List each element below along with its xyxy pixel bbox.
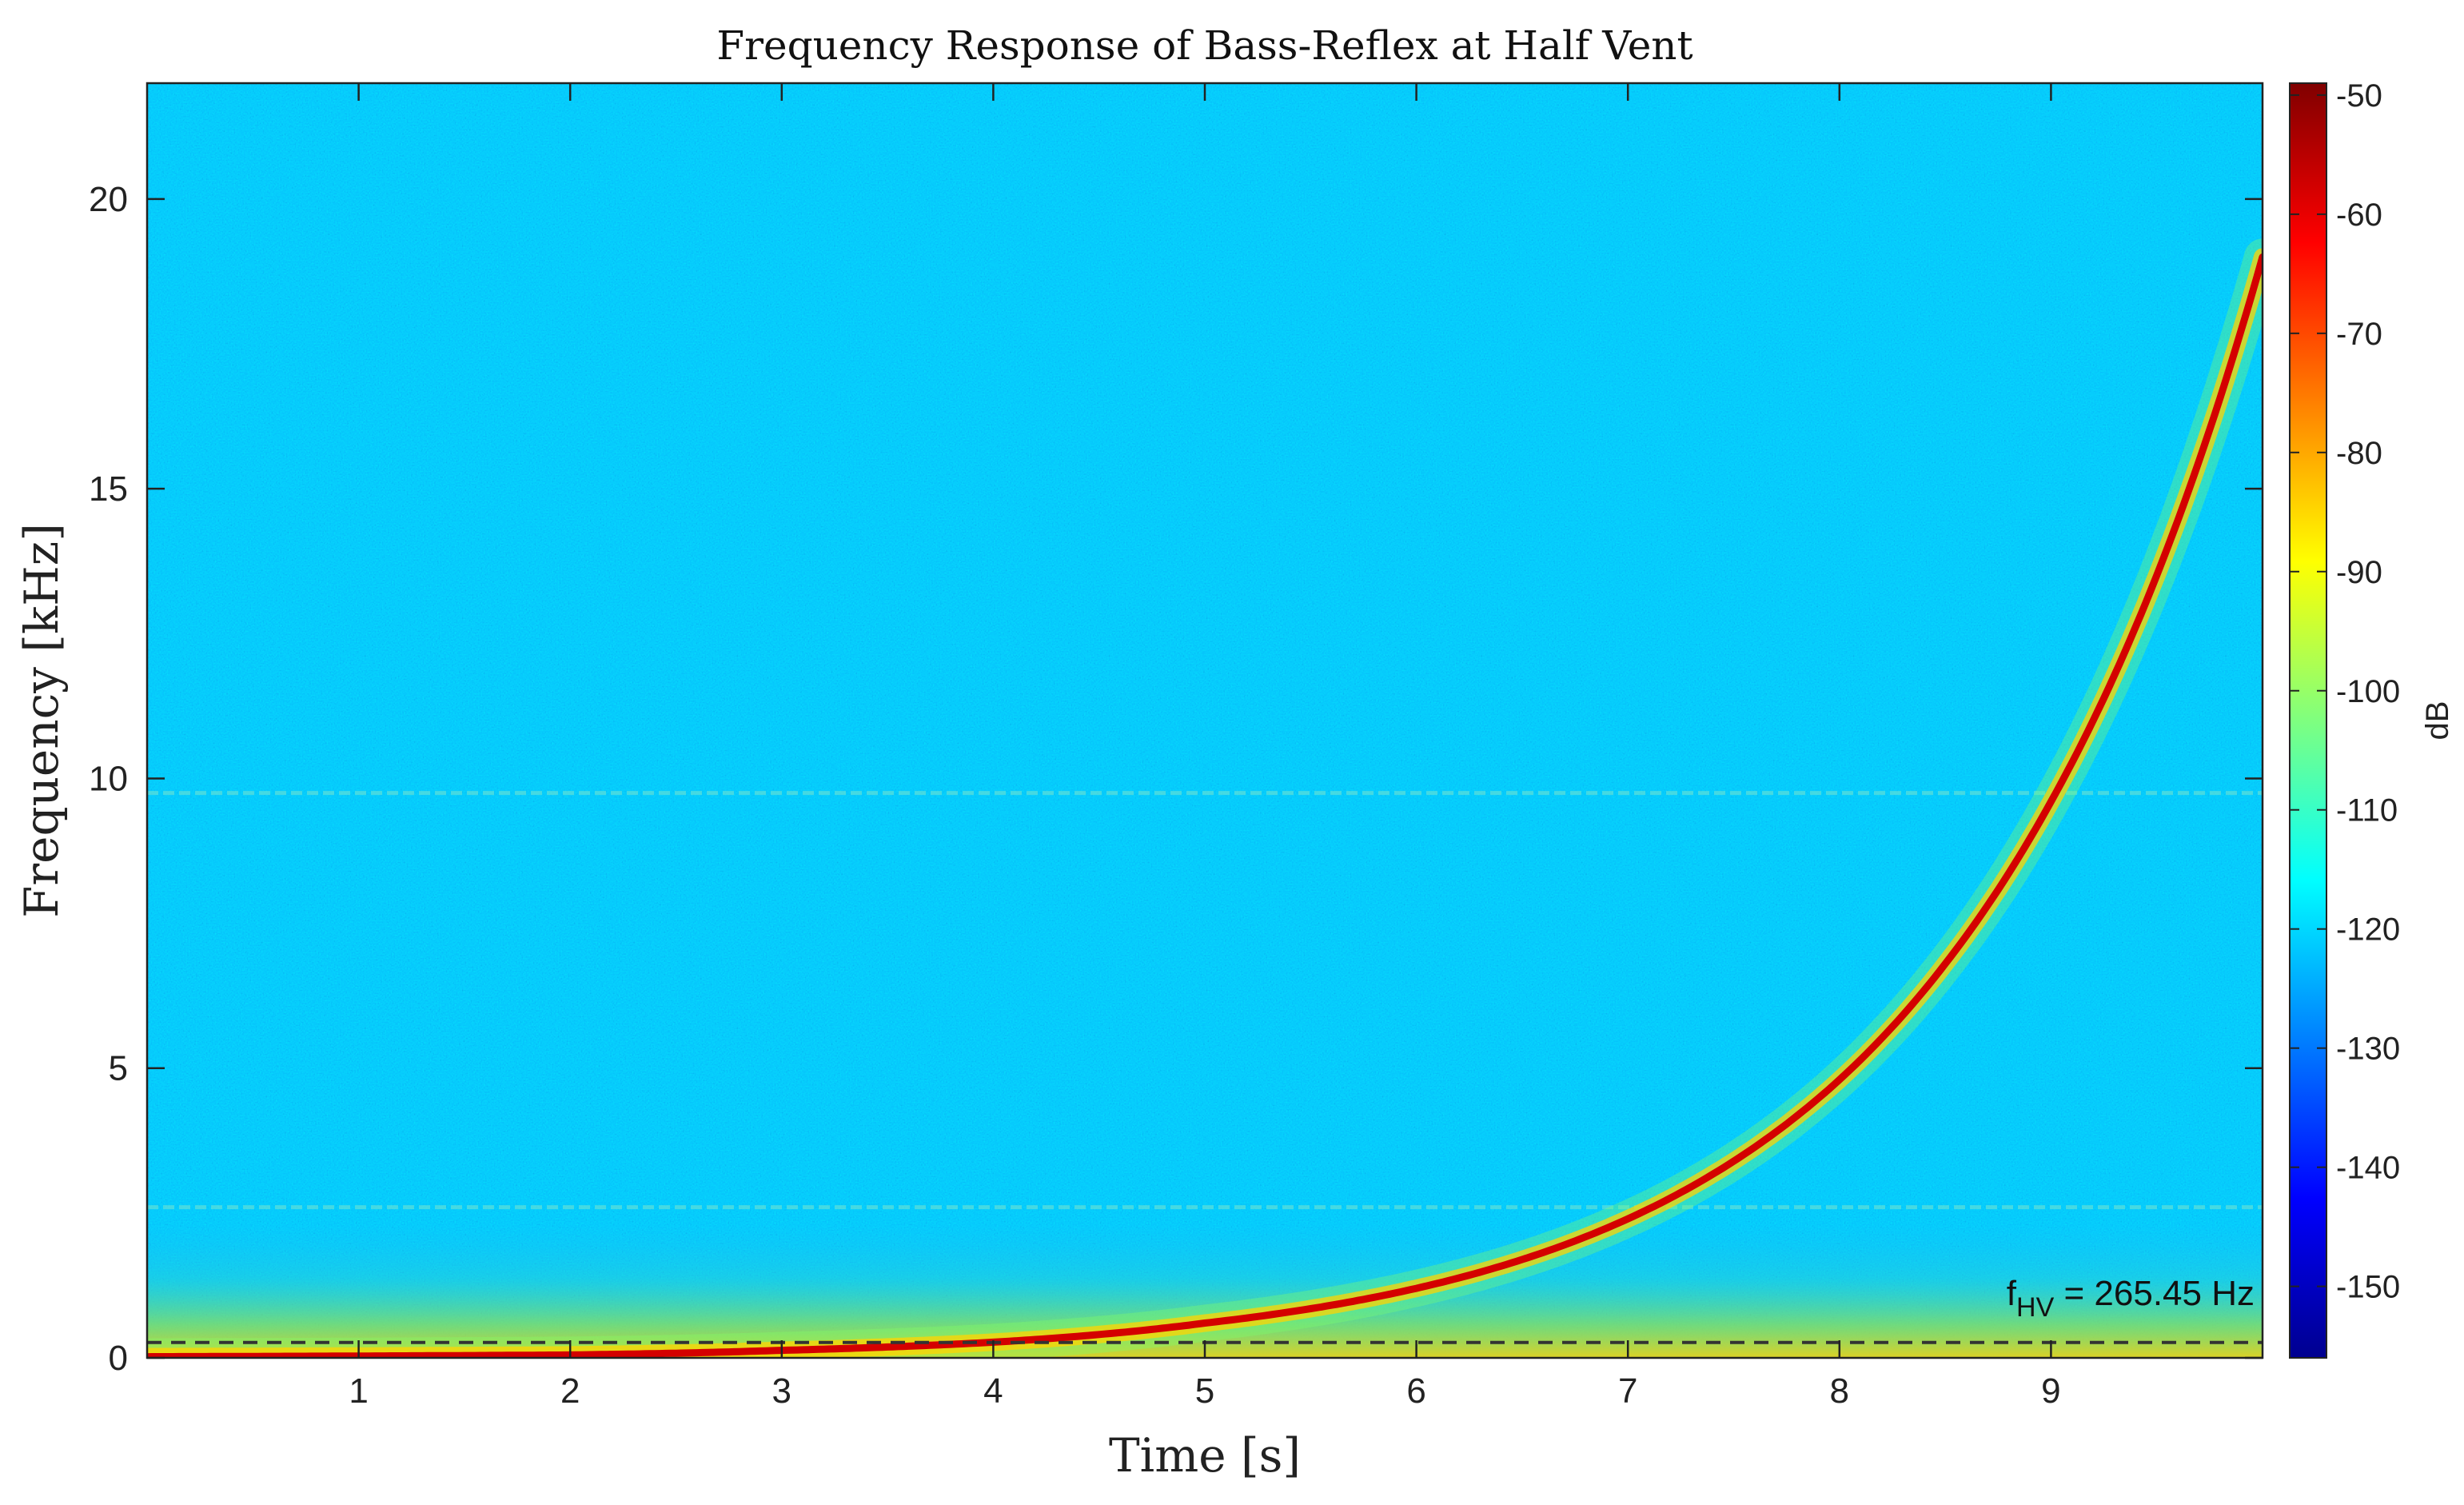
colorbar-tick-label: -110 <box>2336 793 2398 828</box>
colorbar-tick-label: -60 <box>2336 198 2382 233</box>
fhv-annotation: fHV = 265.45 Hz <box>2007 1274 2255 1323</box>
colorbar-tick-label: -80 <box>2336 436 2382 471</box>
x-axis-ticks: 1 2 3 4 5 6 7 8 9 <box>349 83 2061 1411</box>
chart-title: Frequency Response of Bass-Reflex at Hal… <box>716 22 1693 69</box>
colorbar-tick-label: -90 <box>2336 555 2382 590</box>
plot-area <box>147 83 2263 1358</box>
y-tick-label: 20 <box>89 180 128 219</box>
x-tick-label: 8 <box>1830 1371 1849 1411</box>
sweep-layer <box>147 238 2263 1358</box>
colorbar-tick-label: -100 <box>2336 674 2400 709</box>
x-tick-label: 5 <box>1195 1371 1214 1411</box>
y-tick-label: 5 <box>109 1049 128 1088</box>
y-tick-label: 15 <box>89 469 128 509</box>
x-tick-label: 2 <box>560 1371 580 1411</box>
y-tick-label: 0 <box>109 1339 128 1378</box>
colorbar-tick-label: -70 <box>2336 317 2382 352</box>
x-tick-label: 6 <box>1406 1371 1425 1411</box>
colorbar-ticks: -50 -60 -70 -80 -90 -100 -110 -120 -130 -140 -150 <box>2290 78 2400 1305</box>
x-tick-label: 4 <box>983 1371 1003 1411</box>
colorbar-tick-label: -150 <box>2336 1270 2400 1305</box>
x-tick-label: 1 <box>349 1371 368 1411</box>
colorbar-tick-label: -140 <box>2336 1151 2400 1186</box>
y-axis-ticks: 0 5 10 15 20 <box>89 180 2263 1378</box>
harmonic-lines <box>147 791 2263 1210</box>
colorbar <box>2289 82 2327 1359</box>
fhv-value: = 265.45 Hz <box>2054 1274 2255 1313</box>
x-tick-label: 9 <box>2041 1371 2060 1411</box>
x-axis-label: Time [s] <box>1109 1428 1301 1483</box>
fhv-symbol: f <box>2007 1274 2017 1313</box>
x-tick-label: 3 <box>772 1371 791 1411</box>
y-axis-label: Frequency [kHz] <box>14 523 69 918</box>
fhv-subscript: HV <box>2016 1292 2055 1323</box>
x-tick-label: 7 <box>1618 1371 1637 1411</box>
y-tick-label: 10 <box>89 759 128 798</box>
sweep-curve <box>147 253 2263 1358</box>
spectrogram-noise <box>147 83 2263 1358</box>
colorbar-tick-label: -130 <box>2336 1032 2400 1067</box>
colorbar-tick-label: -120 <box>2336 912 2400 948</box>
colorbar-label: dB <box>2420 701 2455 741</box>
low-frequency-energy <box>147 1224 2263 1358</box>
colorbar-tick-label: -50 <box>2336 78 2382 114</box>
